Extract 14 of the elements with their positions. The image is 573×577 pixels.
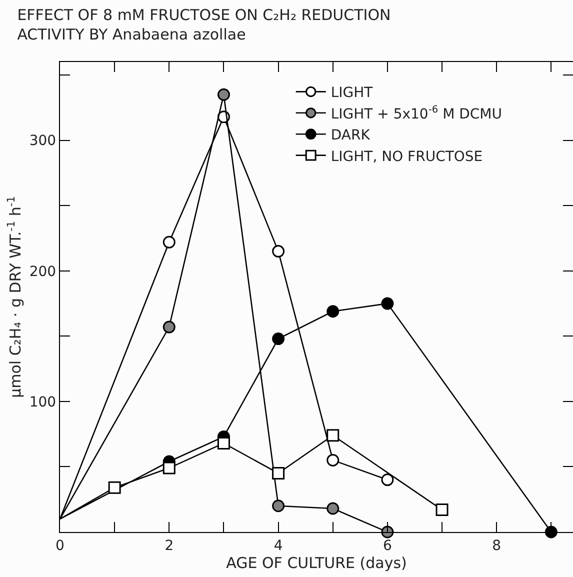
x-tick-label: 2 — [164, 538, 174, 554]
x-tick-label: 0 — [56, 538, 64, 554]
y-tick-label: 100 — [29, 394, 56, 410]
legend-label: LIGHT + 5x10$^{-6}$ M DCMU — [330, 104, 502, 122]
x-axis-title: AGE OF CULTURE (days) — [226, 554, 407, 572]
legend-label: DARK — [330, 128, 371, 144]
legend-label: LIGHT, NO FRUCTOSE — [330, 148, 483, 165]
y-tick-label: 200 — [29, 264, 56, 280]
x-tick-label: 8 — [492, 538, 502, 554]
legend-label: LIGHT — [330, 85, 374, 102]
x-tick-label: 6 — [382, 538, 392, 554]
x-tick-label: 4 — [274, 538, 283, 554]
y-tick-label: 300 — [29, 133, 56, 150]
chart-title: EFFECT OF 8 mM FRUCTOSE ON C₂H₂ REDUCTION ACTIVITY BY Anabaena azollae — [17, 6, 391, 44]
